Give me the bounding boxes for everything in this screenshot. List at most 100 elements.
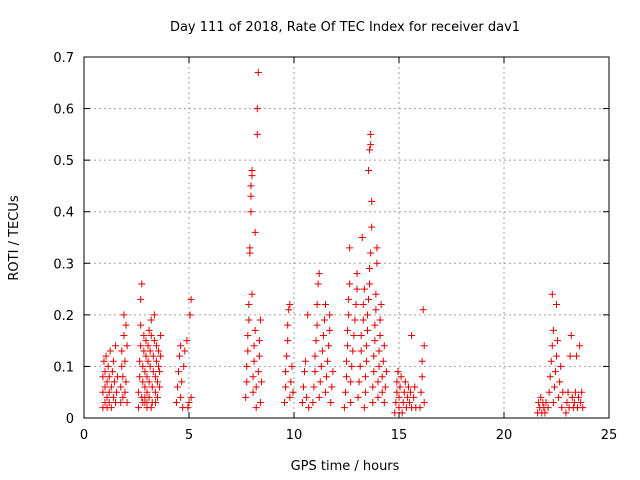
data-point xyxy=(110,378,118,386)
data-point xyxy=(553,352,560,360)
data-point xyxy=(376,316,384,324)
y-tick-label: 0.7 xyxy=(53,51,74,66)
data-point xyxy=(138,280,146,288)
data-point xyxy=(147,331,155,339)
data-point xyxy=(357,347,365,355)
data-point xyxy=(370,368,378,376)
data-point xyxy=(555,393,563,401)
data-point xyxy=(322,301,329,309)
data-point xyxy=(347,399,355,407)
data-point xyxy=(311,368,319,376)
data-point xyxy=(563,399,571,407)
data-point xyxy=(361,373,369,381)
data-point xyxy=(100,357,108,365)
data-point xyxy=(317,362,325,370)
data-point xyxy=(351,316,359,324)
data-point xyxy=(361,388,369,396)
data-point xyxy=(325,342,333,350)
data-point xyxy=(579,404,587,412)
data-point xyxy=(177,393,185,401)
data-point xyxy=(123,399,131,407)
data-point xyxy=(347,378,355,386)
data-point xyxy=(251,228,259,236)
data-point xyxy=(393,378,401,386)
data-point xyxy=(312,337,320,345)
data-point xyxy=(105,373,113,381)
data-point xyxy=(154,378,161,386)
axis-ticks: 0 5 10 15 20 25 0 0.1 0.2 0.3 0.4 0.5 0.6 0.7 xyxy=(53,51,617,443)
data-point xyxy=(156,368,164,376)
data-point xyxy=(152,357,160,365)
data-point xyxy=(352,301,360,309)
data-point xyxy=(371,337,379,345)
x-tick-label: 15 xyxy=(391,428,408,443)
data-point xyxy=(248,166,256,174)
data-point xyxy=(319,331,327,339)
data-point xyxy=(107,404,115,412)
data-point xyxy=(304,311,312,319)
data-point xyxy=(247,182,255,190)
x-tick-label: 20 xyxy=(496,428,513,443)
data-point xyxy=(378,388,386,396)
data-point xyxy=(253,105,261,113)
data-point xyxy=(123,342,131,350)
data-point xyxy=(136,373,144,381)
data-point xyxy=(323,373,331,381)
data-point xyxy=(121,388,129,396)
data-point xyxy=(418,357,426,365)
x-tick-label: 0 xyxy=(80,428,88,443)
data-point xyxy=(316,378,324,386)
data-point xyxy=(341,388,349,396)
plot-frame xyxy=(83,56,610,419)
y-tick-label: 0.2 xyxy=(53,309,74,324)
data-point xyxy=(118,347,126,355)
data-point xyxy=(541,409,549,417)
data-point xyxy=(544,404,552,412)
data-point xyxy=(411,383,419,391)
data-point xyxy=(150,311,158,319)
data-point xyxy=(551,368,559,376)
data-point xyxy=(360,285,368,293)
data-points xyxy=(99,68,587,417)
data-point xyxy=(119,373,127,381)
data-point xyxy=(401,378,409,386)
data-point xyxy=(357,331,365,339)
data-point xyxy=(313,321,321,329)
data-point xyxy=(120,331,128,339)
data-point xyxy=(374,378,382,386)
data-point xyxy=(344,342,352,350)
data-point xyxy=(353,270,361,278)
data-point xyxy=(187,295,195,303)
data-point xyxy=(404,383,412,391)
data-point xyxy=(246,244,254,252)
data-point xyxy=(567,331,575,339)
data-point xyxy=(139,362,147,370)
data-point xyxy=(356,362,364,370)
data-point xyxy=(564,388,572,396)
data-point xyxy=(324,357,332,365)
data-point xyxy=(254,368,262,376)
y-tick-label: 0.4 xyxy=(53,206,74,221)
data-point xyxy=(418,373,426,381)
data-point xyxy=(256,316,264,324)
data-point xyxy=(251,326,259,334)
chart-title: Day 111 of 2018, Rate Of TEC Index for r… xyxy=(170,20,520,35)
data-point xyxy=(359,301,367,309)
data-point xyxy=(185,399,193,407)
data-point xyxy=(568,393,576,401)
data-point xyxy=(181,347,189,355)
data-point xyxy=(104,362,112,370)
data-point xyxy=(247,192,255,200)
data-point xyxy=(397,373,405,381)
y-tick-label: 0.3 xyxy=(53,257,74,272)
data-point xyxy=(375,362,383,370)
data-point xyxy=(286,301,294,309)
data-point xyxy=(362,342,370,350)
data-point xyxy=(245,316,253,324)
data-point xyxy=(554,337,562,345)
data-point xyxy=(373,259,381,267)
data-point xyxy=(140,347,148,355)
data-point xyxy=(288,362,296,370)
data-point xyxy=(183,337,191,345)
data-point xyxy=(252,383,260,391)
